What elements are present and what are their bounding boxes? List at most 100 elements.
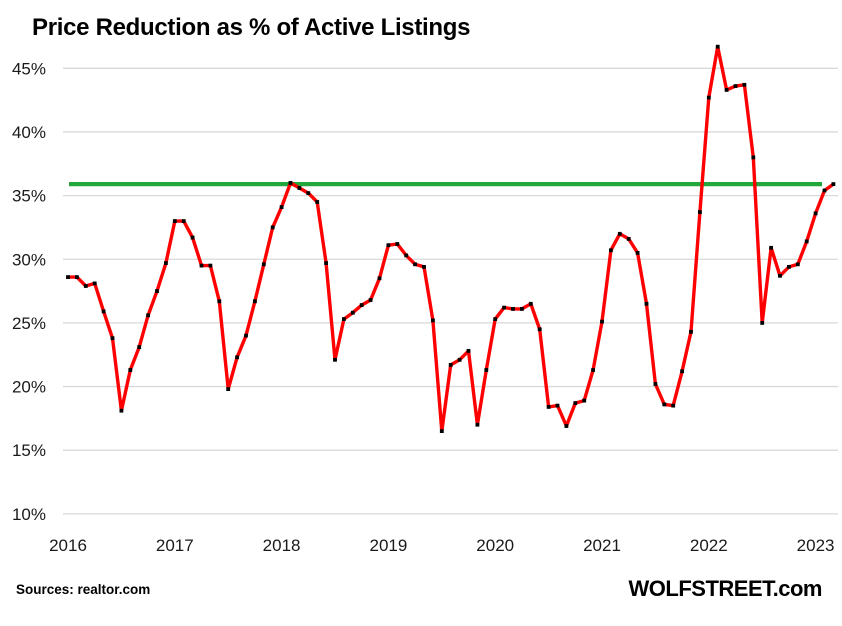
data-point-marker <box>520 307 524 311</box>
data-point-marker <box>404 253 409 258</box>
x-axis-tick-label: 2020 <box>476 536 514 555</box>
data-point-marker <box>787 265 791 269</box>
data-point-marker <box>564 424 569 428</box>
data-point-marker <box>279 205 284 209</box>
data-point-marker <box>386 243 391 248</box>
data-point-marker <box>324 261 328 265</box>
data-point-marker <box>831 182 836 186</box>
data-point-marker <box>92 281 97 286</box>
data-point-marker <box>502 305 506 310</box>
data-point-marker <box>172 219 177 223</box>
data-point-marker <box>653 382 658 386</box>
data-point-marker <box>190 235 195 240</box>
data-point-marker <box>635 251 640 255</box>
data-point-marker <box>715 44 720 49</box>
data-point-marker <box>235 355 239 360</box>
data-point-marker <box>270 225 275 230</box>
data-point-marker <box>119 408 124 413</box>
y-axis-tick-label: 10% <box>12 505 46 524</box>
data-point-marker <box>431 318 435 323</box>
data-point-marker <box>769 245 773 250</box>
data-point-marker <box>609 248 613 253</box>
data-point-marker <box>778 273 782 278</box>
data-point-marker <box>573 401 578 405</box>
data-point-marker <box>591 368 595 372</box>
x-axis-tick-label: 2016 <box>49 536 87 555</box>
data-point-marker <box>208 263 213 268</box>
x-axis-tick-label: 2022 <box>690 536 728 555</box>
data-point-marker <box>662 402 667 407</box>
data-point-marker <box>457 357 462 362</box>
data-point-marker <box>555 403 560 408</box>
data-point-marker <box>155 289 159 293</box>
data-point-marker <box>644 301 649 306</box>
data-point-marker <box>600 319 604 324</box>
data-point-marker <box>261 262 266 267</box>
data-point-marker <box>698 210 702 214</box>
data-point-marker <box>742 82 747 87</box>
price-reduction-line <box>66 45 836 433</box>
data-point-marker <box>297 186 302 190</box>
data-point-marker <box>448 363 453 367</box>
data-point-marker <box>368 298 373 302</box>
x-axis-tick-label: 2023 <box>797 536 835 555</box>
y-axis-tick-label: 40% <box>12 123 46 142</box>
data-point-marker <box>511 307 515 311</box>
data-point-marker <box>671 403 676 408</box>
y-axis-tick-label: 20% <box>12 378 46 397</box>
data-point-marker <box>377 276 382 281</box>
data-point-marker <box>706 95 711 100</box>
data-point-marker <box>760 321 765 325</box>
data-point-marker <box>342 317 346 321</box>
data-point-marker <box>66 275 70 279</box>
data-point-marker <box>146 313 150 318</box>
data-point-marker <box>484 368 489 372</box>
x-axis-tick-label: 2021 <box>583 536 621 555</box>
data-point-marker <box>110 336 115 341</box>
y-axis-tick-label: 25% <box>12 314 46 333</box>
data-point-marker <box>439 429 444 433</box>
data-point-marker <box>181 219 186 223</box>
data-point-marker <box>253 299 257 304</box>
brand-watermark: WOLFSTREET.com <box>628 576 823 601</box>
x-axis-tick-label: 2019 <box>369 536 407 555</box>
data-point-marker <box>137 345 142 349</box>
data-point-marker <box>413 262 417 267</box>
data-point-marker <box>315 200 320 204</box>
data-point-marker <box>306 191 311 195</box>
source-note: Sources: realtor.com <box>16 582 151 597</box>
data-point-marker <box>813 211 818 216</box>
data-point-marker <box>724 88 729 92</box>
y-axis-tick-label: 45% <box>12 59 46 78</box>
data-point-marker <box>128 368 133 372</box>
data-point-marker <box>199 263 204 268</box>
data-point-marker <box>217 299 222 304</box>
data-point-marker <box>546 405 551 409</box>
data-point-marker <box>226 387 231 391</box>
data-point-marker <box>493 317 498 321</box>
data-point-marker <box>475 422 480 427</box>
data-point-marker <box>822 188 827 193</box>
data-point-marker <box>466 349 471 353</box>
data-point-marker <box>359 303 364 307</box>
y-axis-tick-label: 15% <box>12 441 46 460</box>
chart-title: Price Reduction as % of Active Listings <box>32 14 471 41</box>
data-point-marker <box>395 242 400 246</box>
data-point-marker <box>733 84 738 88</box>
data-point-marker <box>617 231 622 236</box>
data-point-marker <box>333 357 337 362</box>
data-point-marker <box>528 301 533 306</box>
data-point-marker <box>422 265 426 269</box>
data-point-marker <box>795 262 800 267</box>
data-point-marker <box>537 327 542 332</box>
data-point-marker <box>804 239 809 244</box>
y-axis-tick-label: 30% <box>12 250 46 269</box>
data-point-marker <box>164 261 168 265</box>
data-point-marker <box>751 155 756 160</box>
data-point-marker <box>75 275 79 279</box>
x-axis-tick-label: 2017 <box>156 536 194 555</box>
data-point-marker <box>288 181 293 185</box>
data-point-marker <box>101 309 106 314</box>
